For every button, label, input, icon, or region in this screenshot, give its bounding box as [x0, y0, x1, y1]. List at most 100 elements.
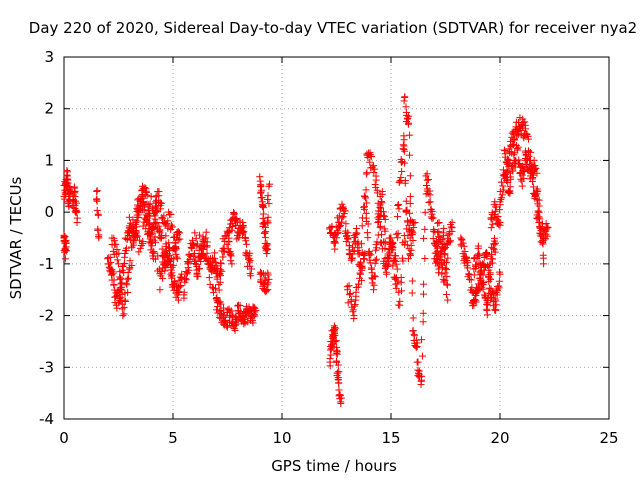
data-point-fill [199, 251, 207, 259]
data-point-fill [143, 191, 151, 199]
data-point-fill [403, 206, 411, 214]
data-point-fill [376, 222, 384, 230]
data-point-fill [530, 156, 538, 164]
data-point-fill [235, 234, 243, 242]
data-point-fill [172, 244, 180, 252]
data-point-fill [362, 186, 370, 194]
data-point-fill [247, 272, 255, 280]
y-tick-label: 3 [44, 48, 54, 66]
data-point-fill [447, 223, 455, 231]
data-point-fill [360, 203, 368, 211]
data-point-fill [436, 237, 444, 245]
data-point-fill [403, 225, 411, 233]
data-point-fill [162, 232, 170, 240]
data-point-fill [344, 299, 352, 307]
data-point-fill [478, 263, 486, 271]
data-point-fill [132, 231, 140, 239]
data-point-fill [421, 254, 429, 262]
data-point-fill [476, 275, 484, 283]
data-point-fill [242, 237, 250, 245]
data-point-fill [164, 217, 172, 225]
data-point-fill [363, 229, 371, 237]
data-point [136, 244, 144, 252]
data-point-fill [418, 336, 426, 344]
data-point-fill [331, 245, 339, 253]
data-point-fill [155, 228, 163, 236]
data-point-fill [174, 228, 182, 236]
data-point-fill [472, 298, 480, 306]
data-point-fill [112, 240, 120, 248]
data-point-fill [175, 283, 183, 291]
data-point-fill [208, 268, 216, 276]
data-point-fill [367, 251, 375, 259]
data-point-fill [227, 250, 235, 258]
data-point-fill [419, 309, 427, 317]
data-point-fill [334, 369, 342, 377]
data-point-fill [394, 201, 402, 209]
data-point-fill [185, 266, 193, 274]
data-point-fill [441, 264, 449, 272]
data-point-fill [345, 282, 353, 290]
data-point-fill [113, 304, 121, 312]
data-point-fill [338, 214, 346, 222]
data-point-fill [199, 245, 207, 253]
data-point-fill [486, 275, 494, 283]
data-point-fill [401, 147, 409, 155]
data-point-fill [371, 273, 379, 281]
data-point-fill [141, 184, 149, 192]
data-point-fill [133, 232, 141, 240]
data-point-fill [343, 283, 351, 291]
data-point [400, 136, 408, 144]
data-point-fill [441, 250, 449, 258]
data-point-fill [491, 248, 499, 256]
data-point-fill [120, 259, 128, 267]
data-point-fill [463, 257, 471, 265]
data-point-fill [353, 229, 361, 237]
data-point-fill [64, 179, 72, 187]
data-point-fill [522, 150, 530, 158]
data-point-fill [131, 221, 139, 229]
data-point-fill [202, 228, 210, 236]
chart-title: Day 220 of 2020, Sidereal Day-to-day VTE… [29, 19, 637, 37]
data-point-fill [529, 175, 537, 183]
data-point-fill [225, 234, 233, 242]
data-point-fill [362, 194, 370, 202]
data-point-fill [490, 210, 498, 218]
data-point [147, 193, 155, 201]
data-point-fill [406, 199, 414, 207]
x-axis-label: GPS time / hours [271, 457, 397, 475]
data-point-fill [328, 222, 336, 230]
y-axis-label: SDTVAR / TECUs [7, 176, 25, 299]
y-tick-label: -1 [39, 255, 54, 273]
data-point-fill [392, 284, 400, 292]
data-point-fill [423, 176, 431, 184]
data-point-fill [440, 245, 448, 253]
data-point-fill [401, 159, 409, 167]
data-point-fill [447, 237, 455, 245]
data-point-fill [483, 311, 491, 319]
data-point-fill [502, 177, 510, 185]
data-point-fill [408, 289, 416, 297]
data-point-fill [489, 220, 497, 228]
data-point-fill [363, 169, 371, 177]
data-point-fill [371, 181, 379, 189]
data-point-fill [191, 260, 199, 268]
data-point-fill [533, 169, 541, 177]
grid-lines [64, 57, 609, 419]
data-point-fill [243, 240, 251, 248]
data-points [60, 93, 552, 407]
data-point-fill [123, 281, 131, 289]
data-point-fill [241, 233, 249, 241]
data-point-fill [239, 221, 247, 229]
data-point-fill [188, 244, 196, 252]
data-point-fill [162, 247, 170, 255]
data-point [396, 177, 404, 185]
data-point-fill [167, 210, 175, 218]
data-point-fill [408, 277, 416, 285]
data-point-fill [485, 264, 493, 272]
data-point [252, 306, 260, 314]
data-point [73, 218, 81, 226]
data-point [370, 162, 378, 170]
data-point-fill [200, 242, 208, 250]
data-point-fill [491, 207, 499, 215]
